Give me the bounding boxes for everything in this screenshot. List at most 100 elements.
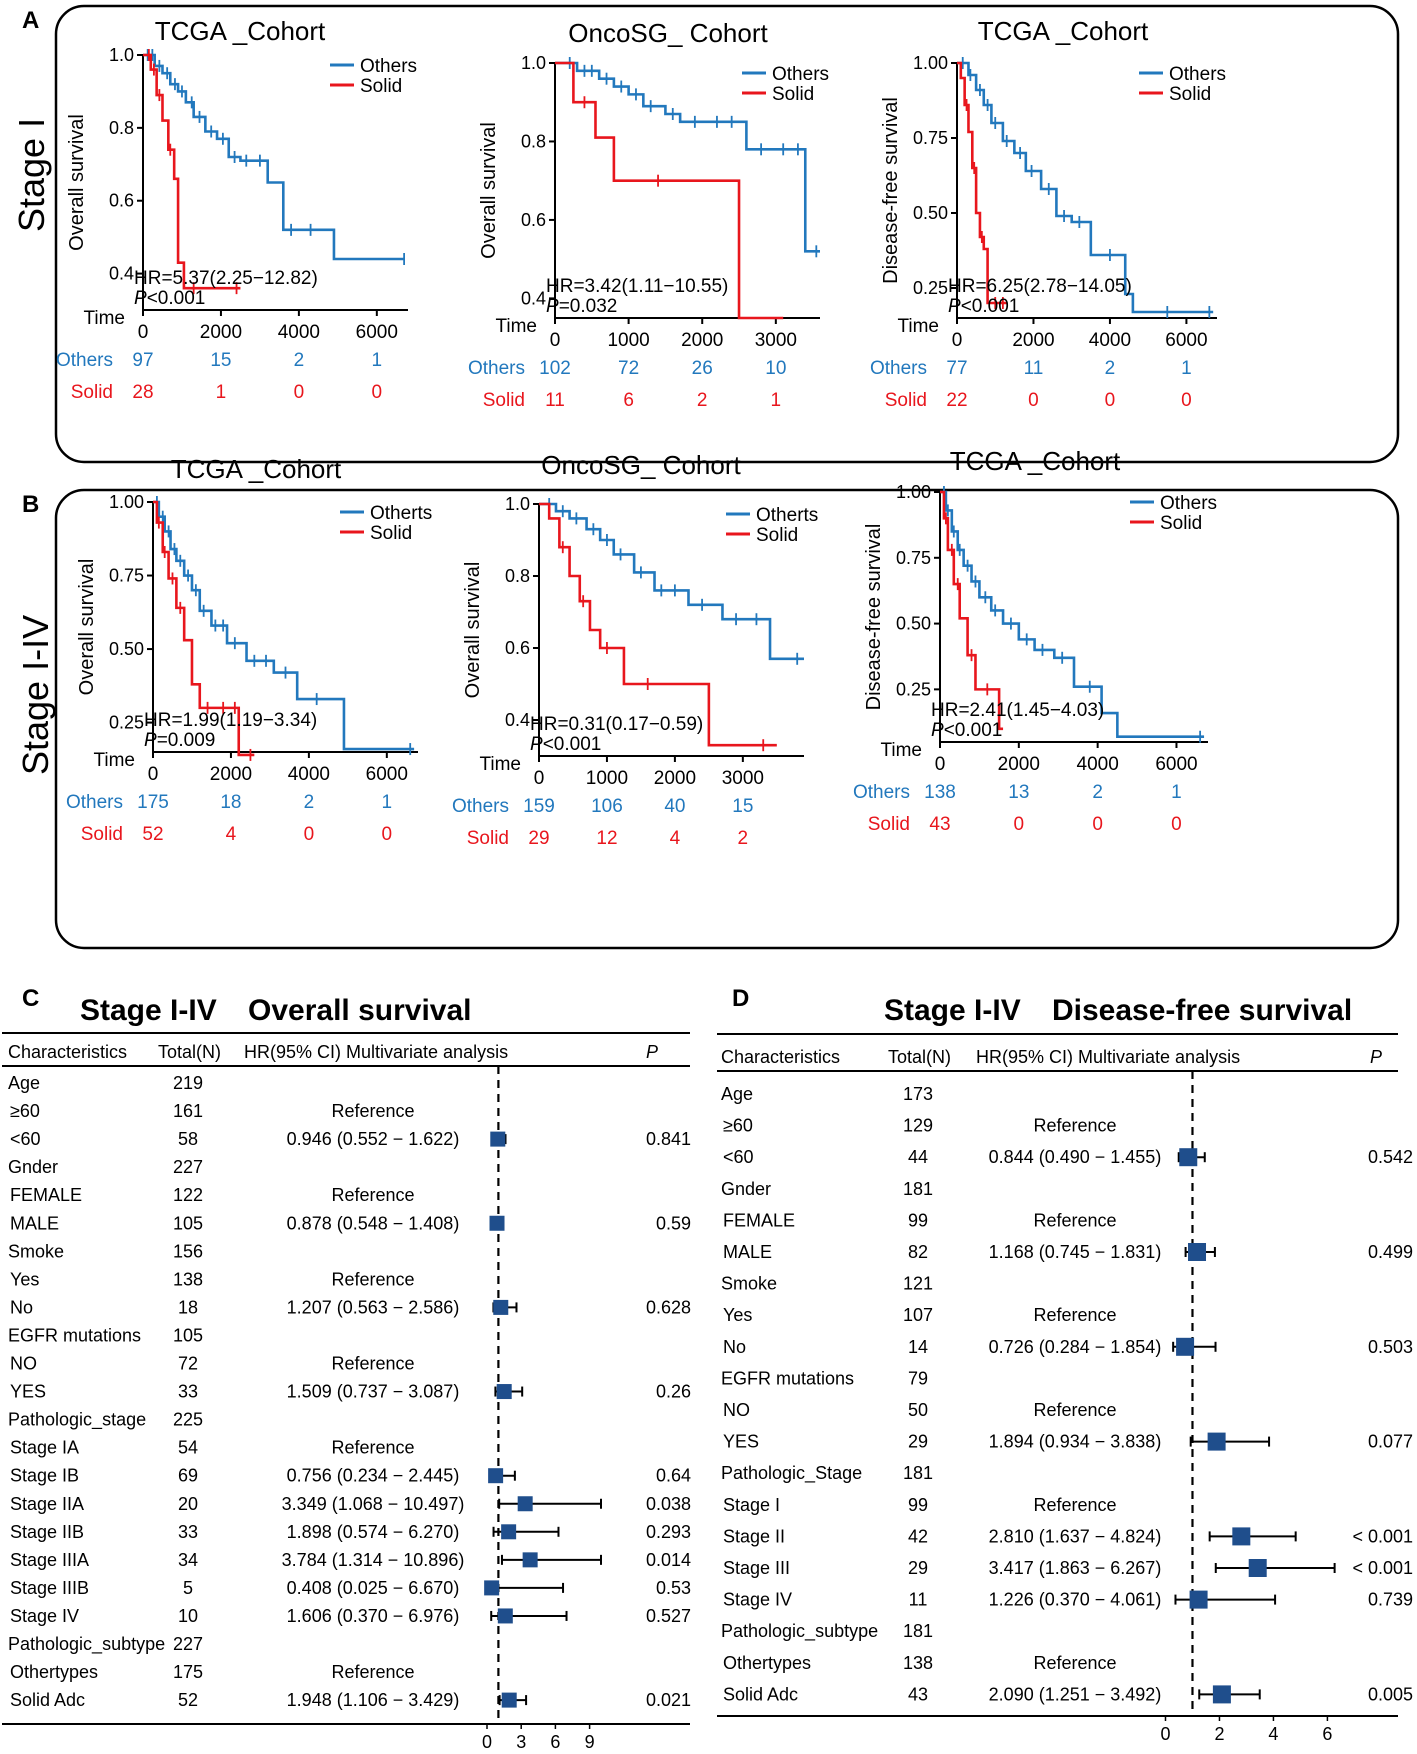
risk-others-count: 26 bbox=[692, 358, 713, 379]
row-total: 29 bbox=[908, 1432, 928, 1452]
x-tick-label: 3000 bbox=[755, 330, 797, 351]
hr-annotation: HR=1.99(1.19−3.34) bbox=[144, 710, 317, 731]
series-line-others bbox=[940, 490, 1205, 739]
hr-point bbox=[1179, 1148, 1198, 1167]
risk-solid-count: 1 bbox=[771, 390, 782, 411]
risk-solid-label: Solid bbox=[885, 390, 927, 411]
header-total: Total(N) bbox=[158, 1042, 221, 1062]
row-label: Othertypes bbox=[10, 1662, 98, 1682]
risk-others-count: 2 bbox=[294, 350, 305, 371]
row-label: Stage IIIA bbox=[10, 1550, 89, 1570]
row-total: 105 bbox=[173, 1213, 203, 1233]
row-label: YES bbox=[10, 1382, 46, 1402]
row-p: 0.014 bbox=[646, 1550, 691, 1570]
hr-point bbox=[489, 1215, 505, 1231]
p-annotation: P<0.001 bbox=[948, 296, 1019, 317]
row-p: 0.499 bbox=[1368, 1242, 1413, 1262]
hr-annotation: HR=3.42(1.11−10.55) bbox=[546, 276, 728, 297]
risk-others-count: 10 bbox=[765, 358, 786, 379]
row-hr: 0.844 (0.490 − 1.455) bbox=[989, 1147, 1162, 1167]
series-line-solid bbox=[555, 61, 784, 320]
x-tick-label: 0 bbox=[550, 330, 561, 351]
series-line-others bbox=[555, 61, 820, 253]
row-hr: 3.349 (1.068 − 10.497) bbox=[282, 1494, 465, 1514]
row-label: Pathologic_stage bbox=[8, 1410, 146, 1431]
x-tick-label: 4000 bbox=[278, 322, 320, 343]
row-total: 33 bbox=[178, 1382, 198, 1402]
risk-others-count: 97 bbox=[132, 350, 153, 371]
y-tick-label: 0.6 bbox=[109, 191, 134, 211]
risk-others-count: 175 bbox=[137, 792, 169, 813]
hr-point bbox=[488, 1468, 504, 1484]
hr-point bbox=[496, 1384, 512, 1400]
risk-solid-count: 2 bbox=[697, 390, 708, 411]
hr-point bbox=[501, 1692, 517, 1708]
hr-point bbox=[490, 1131, 506, 1147]
row-label: EGFR mutations bbox=[8, 1325, 141, 1345]
hr-point bbox=[522, 1552, 538, 1568]
series-line-solid bbox=[539, 502, 777, 747]
y-tick-label: 0.6 bbox=[521, 210, 546, 230]
row-total: 227 bbox=[173, 1634, 203, 1654]
risk-solid-label: Solid bbox=[81, 824, 123, 845]
panel-c-letter: C bbox=[22, 985, 39, 1012]
x-axis-label: Time bbox=[479, 754, 521, 775]
x-tick-label: 0 bbox=[935, 754, 946, 775]
risk-others-count: 1 bbox=[1171, 782, 1182, 803]
row-label: EGFR mutations bbox=[721, 1368, 854, 1388]
risk-solid-count: 0 bbox=[372, 382, 383, 403]
row-total: 29 bbox=[908, 1558, 928, 1578]
hr-point bbox=[1176, 1337, 1195, 1356]
row-hr: 3.784 (1.314 − 10.896) bbox=[282, 1550, 465, 1570]
row-total: 181 bbox=[903, 1621, 933, 1641]
risk-others-count: 1 bbox=[1181, 358, 1192, 379]
risk-others-count: 13 bbox=[1008, 782, 1029, 803]
x-tick-label: 2000 bbox=[998, 754, 1040, 775]
y-axis-label: Disease-free survival bbox=[880, 97, 902, 284]
hr-point bbox=[1189, 1590, 1208, 1609]
row-total: 58 bbox=[178, 1129, 198, 1149]
risk-solid-count: 11 bbox=[545, 390, 565, 411]
risk-solid-label: Solid bbox=[467, 828, 509, 849]
row-hr: Reference bbox=[331, 1354, 414, 1374]
row-label: Othertypes bbox=[723, 1653, 811, 1673]
row-total: 18 bbox=[178, 1297, 198, 1317]
x-axis-label: Time bbox=[83, 308, 125, 329]
row-hr: Reference bbox=[1033, 1400, 1116, 1420]
y-axis-label: Overall survival bbox=[478, 122, 500, 259]
row-hr: 0.726 (0.284 − 1.854) bbox=[989, 1337, 1162, 1357]
risk-others-count: 72 bbox=[618, 358, 639, 379]
risk-solid-count: 12 bbox=[596, 828, 617, 849]
legend-label: Others bbox=[1160, 493, 1217, 514]
row-total: 5 bbox=[183, 1578, 193, 1598]
row-total: 14 bbox=[908, 1337, 928, 1357]
row-total: 99 bbox=[908, 1495, 928, 1515]
risk-others-count: 1 bbox=[382, 792, 393, 813]
x-tick-label: 6 bbox=[1322, 1724, 1332, 1744]
legend-label: Solid bbox=[360, 76, 402, 97]
forest-plot-d: Characteristics Total(N) HR(95% CI) Multiv… bbox=[717, 1033, 1413, 1744]
header-characteristics: Characteristics bbox=[8, 1042, 127, 1062]
risk-others-count: 138 bbox=[924, 782, 956, 803]
row-hr: 1.168 (0.745 − 1.831) bbox=[989, 1242, 1162, 1262]
x-tick-label: 6000 bbox=[1165, 330, 1207, 351]
risk-others-count: 11 bbox=[1024, 358, 1044, 379]
x-axis-label: Time bbox=[897, 316, 939, 337]
risk-solid-count: 0 bbox=[1105, 390, 1116, 411]
row-label: <60 bbox=[10, 1129, 41, 1149]
row-hr: Reference bbox=[331, 1662, 414, 1682]
p-annotation: P<0.001 bbox=[931, 720, 1002, 741]
row-label: Stage IB bbox=[10, 1466, 79, 1486]
x-tick-label: 1000 bbox=[607, 330, 649, 351]
risk-solid-count: 0 bbox=[304, 824, 315, 845]
row-label: FEMALE bbox=[723, 1210, 795, 1230]
row-hr: Reference bbox=[1033, 1210, 1116, 1230]
row-label: Stage IIB bbox=[10, 1522, 84, 1542]
row-label: Yes bbox=[723, 1305, 752, 1325]
hr-point bbox=[1188, 1243, 1207, 1261]
x-axis-label: Time bbox=[495, 316, 537, 337]
row-hr: 1.207 (0.563 − 2.586) bbox=[287, 1297, 460, 1317]
x-tick-label: 4000 bbox=[288, 764, 330, 785]
x-axis-label: Time bbox=[880, 740, 922, 761]
